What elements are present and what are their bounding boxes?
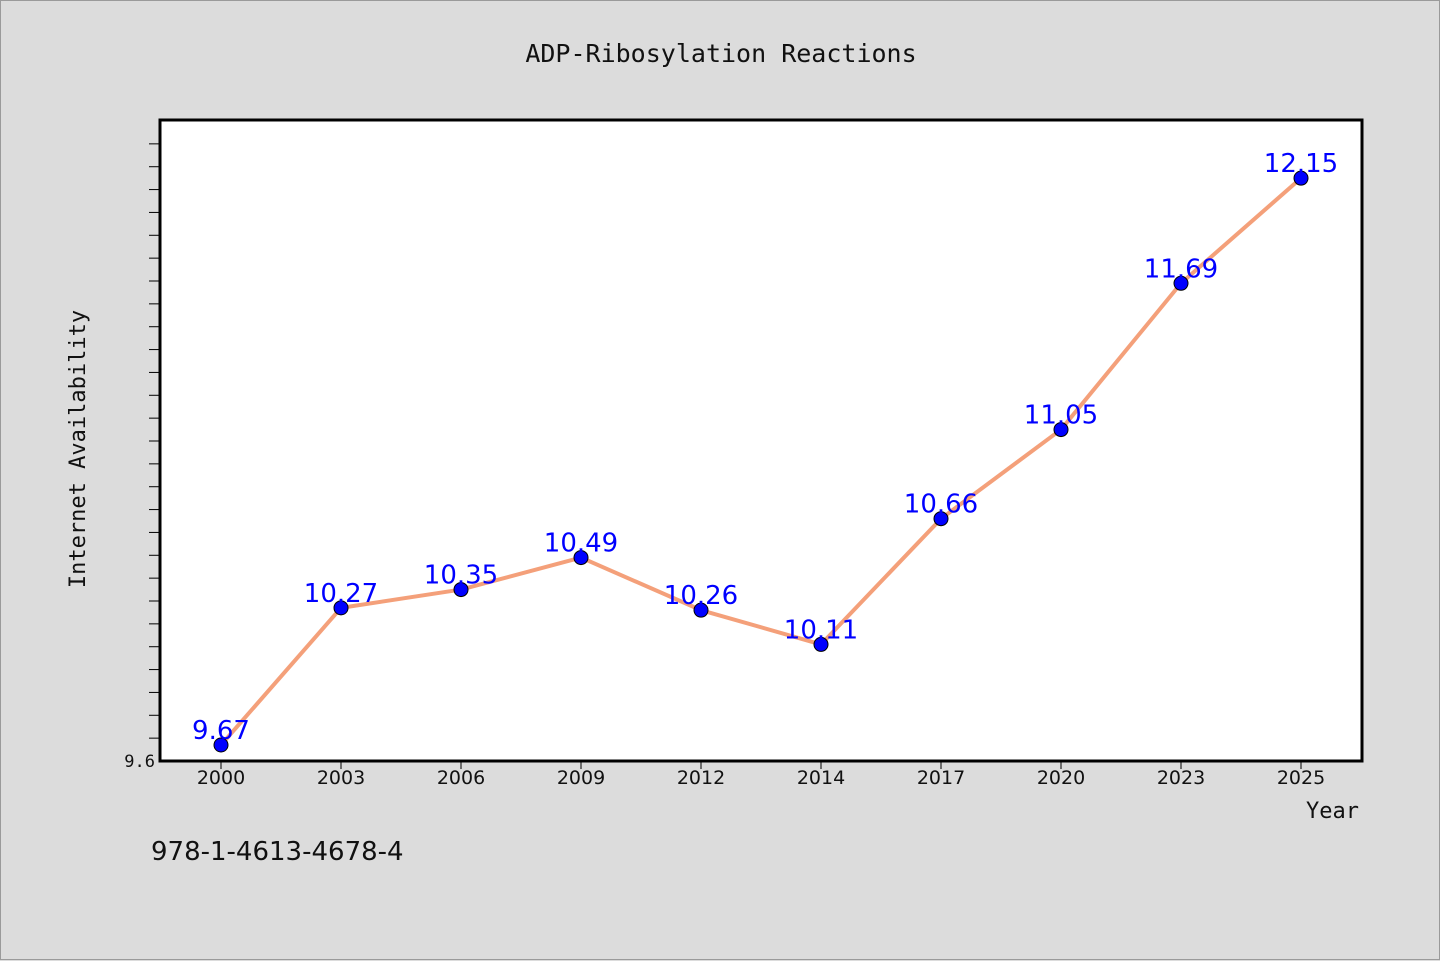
data-label: 10.66 xyxy=(904,490,978,520)
x-tick-label: 2023 xyxy=(1157,767,1205,789)
chart-title: ADP-Ribosylation Reactions xyxy=(525,39,916,68)
series-group: 9.67 10.27 10.35 10.49 10.26 10.11 10.66 11.05 1… xyxy=(192,149,1338,753)
data-point xyxy=(1053,422,1069,438)
data-label: 10.27 xyxy=(304,579,378,609)
data-label: 10.26 xyxy=(664,581,738,611)
x-tick-label: 2009 xyxy=(557,767,605,789)
x-tick-label: 2006 xyxy=(437,767,485,789)
y-axis-label: Internet Availability xyxy=(66,310,91,588)
x-tick-label: 2014 xyxy=(797,767,845,789)
data-point xyxy=(453,582,469,598)
y-tick-label: 9.6 xyxy=(124,752,155,772)
data-point xyxy=(933,511,949,527)
series-line xyxy=(219,176,1303,747)
data-point xyxy=(333,600,349,616)
plot-area xyxy=(158,118,1364,763)
data-label: 12.15 xyxy=(1264,149,1338,179)
data-point xyxy=(813,636,829,652)
x-tick-label: 2000 xyxy=(197,767,245,789)
isbn-code: 978-1-4613-4678-4 xyxy=(151,837,404,867)
data-point xyxy=(1293,170,1309,186)
x-tick-label: 2012 xyxy=(677,767,725,789)
data-label: 11.69 xyxy=(1144,254,1218,284)
data-label: 10.11 xyxy=(784,615,858,645)
data-point xyxy=(693,602,709,618)
data-label: 10.35 xyxy=(424,561,498,591)
x-tick-label: 2020 xyxy=(1037,767,1085,789)
x-axis-label: Year xyxy=(1306,799,1359,824)
x-tick-label: 2003 xyxy=(317,767,365,789)
data-label: 11.05 xyxy=(1024,401,1098,431)
y-axis-ticks: 9.6 xyxy=(124,143,160,772)
x-tick-label: 2017 xyxy=(917,767,965,789)
x-axis-ticks: 2000 2003 2006 2009 2012 2014 2017 2020 2023 2025 xyxy=(197,762,1325,789)
data-point xyxy=(573,550,589,566)
data-point xyxy=(1173,275,1189,291)
x-tick-label: 2025 xyxy=(1277,767,1325,789)
data-label: 10.49 xyxy=(544,529,618,559)
data-label: 9.67 xyxy=(192,716,250,746)
data-point xyxy=(213,737,229,753)
